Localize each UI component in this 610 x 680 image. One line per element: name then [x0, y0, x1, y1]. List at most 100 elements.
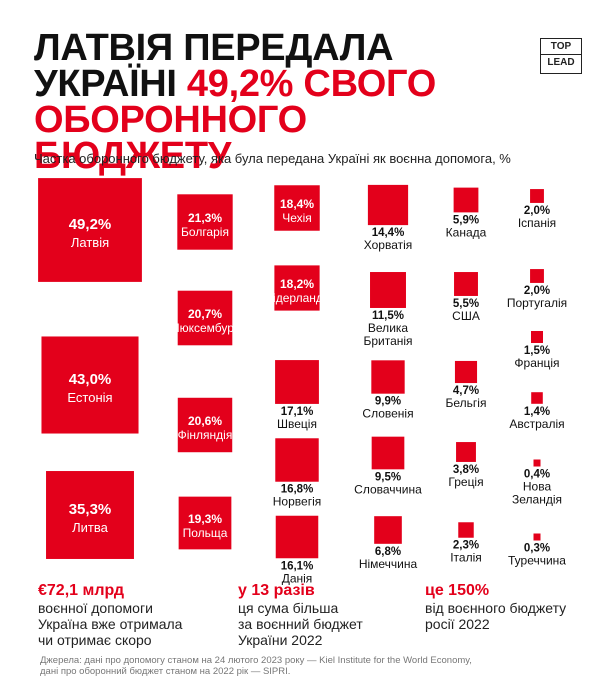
country-label: Нова: [523, 480, 552, 494]
headline-line-1: ЛАТВІЯ ПЕРЕДАЛА: [34, 27, 394, 69]
country-label: Австралія: [509, 417, 564, 431]
value-label: 21,3%: [188, 211, 222, 225]
square-Естонія: [41, 336, 139, 434]
value-label: 1,4%: [524, 406, 550, 418]
stat-aid-total-value: €72,1 млрд: [38, 582, 125, 599]
country-label: Чехія: [282, 211, 312, 225]
country-label: Хорватія: [364, 238, 413, 252]
value-label: 9,5%: [375, 471, 401, 483]
headline-highlight: 49,2% СВОГО: [186, 63, 437, 105]
stat-russia-budget-line: росії 2022: [425, 616, 490, 632]
value-label: 35,3%: [69, 501, 112, 518]
stat-russia-budget-value: це 150%: [425, 582, 490, 599]
country-label: Литва: [72, 520, 109, 535]
value-label: 2,0%: [524, 205, 550, 217]
logo-bottom-text: LEAD: [541, 54, 581, 70]
value-label: 18,2%: [280, 277, 314, 291]
square-Португалія: [530, 269, 544, 283]
square-Словенія: [371, 360, 405, 394]
headline-line-2: УКРАЇНІ 49,2% СВОГО: [34, 63, 504, 105]
value-label: 17,1%: [281, 406, 314, 418]
country-label: Португалія: [507, 296, 567, 310]
country-label: Німеччина: [359, 557, 418, 571]
country-label: Латвія: [71, 235, 109, 250]
top-lead-logo: TOP LEAD: [540, 38, 582, 74]
value-label: 5,9%: [453, 214, 479, 226]
stat-russia-budget: це 150% від воєнного бюджету росії 2022: [425, 582, 566, 632]
stat-russia-budget-line: від воєнного бюджету: [425, 600, 567, 616]
country-label: Велика: [368, 321, 408, 335]
country-label: Іспанія: [518, 216, 556, 230]
stat-multiplier-value: у 13 разів: [238, 582, 315, 599]
stat-aid-total-line: Україна вже отримала: [38, 616, 183, 632]
country-label: Данія: [282, 571, 313, 585]
country-label: Зеландія: [512, 493, 562, 507]
square-Болгарія: [177, 194, 233, 250]
value-label: 20,7%: [188, 307, 222, 321]
value-label: 20,6%: [188, 414, 222, 428]
square-Латвія: [38, 178, 142, 282]
country-label: Туреччина: [508, 554, 566, 568]
square-Туреччина: [533, 533, 541, 541]
square-Німеччина: [374, 516, 402, 544]
value-label: 5,5%: [453, 298, 479, 310]
stat-aid-total-line: воєнної допомоги: [38, 600, 153, 616]
country-label: Бельгія: [446, 396, 487, 410]
value-label: 16,1%: [281, 560, 314, 572]
country-label: США: [452, 309, 480, 323]
square-Норвегія: [275, 438, 319, 482]
stat-multiplier-line: за воєнний бюджет: [238, 616, 363, 632]
square-Бельгія: [454, 360, 478, 384]
headline-line-2-prefix: УКРАЇНІ: [34, 63, 187, 105]
country-label: Естонія: [67, 390, 112, 405]
source-note: Джерела: дані про допомогу станом на 24 …: [40, 655, 472, 677]
value-label: 19,3%: [188, 512, 222, 526]
country-label: Словаччина: [354, 482, 422, 496]
stat-multiplier: у 13 разів ця сума більша за воєнний бюд…: [238, 582, 363, 648]
value-label: 43,0%: [69, 371, 112, 388]
stat-multiplier-line: ця сума більша: [238, 600, 339, 616]
square-Велика Британія: [370, 272, 406, 308]
square-Франція: [530, 330, 544, 344]
square-Іспанія: [530, 189, 544, 203]
country-label: Польща: [183, 526, 228, 540]
chart-subtitle: Частка оборонного бюджету, яка була пере…: [34, 151, 511, 166]
square-Хорватія: [367, 184, 409, 226]
square-Данія: [275, 515, 319, 559]
country-label: Словенія: [362, 407, 413, 421]
square-США: [454, 272, 478, 296]
country-label: Люксембург: [172, 321, 239, 335]
stat-aid-total: €72,1 млрд воєнної допомоги Україна вже …: [38, 582, 182, 648]
country-label: Норвегія: [273, 495, 321, 509]
square-Люксембург: [177, 290, 233, 346]
stat-multiplier-line: України 2022: [238, 632, 323, 648]
square-Нова Зеландія: [533, 459, 541, 467]
country-label: Нідерланди: [264, 291, 329, 305]
value-label: 2,0%: [524, 285, 550, 297]
value-label: 0,4%: [524, 469, 550, 481]
square-Литва: [46, 471, 134, 559]
country-label: Канада: [446, 225, 487, 239]
logo-top-text: TOP: [550, 41, 572, 52]
value-label: 0,3%: [524, 543, 550, 555]
value-label: 14,4%: [372, 227, 405, 239]
value-label: 6,8%: [375, 546, 401, 558]
square-Чехія: [274, 185, 320, 231]
country-label: Болгарія: [181, 225, 229, 239]
square-Австралія: [531, 392, 543, 404]
country-label: Британія: [363, 334, 412, 348]
square-Словаччина: [371, 436, 405, 470]
country-label: Франція: [514, 356, 559, 370]
square-Швеція: [275, 360, 319, 404]
country-label: Фінляндія: [178, 428, 233, 442]
square-Нідерланди: [274, 265, 320, 311]
value-label: 49,2%: [69, 216, 112, 233]
value-label: 1,5%: [524, 345, 550, 357]
square-Італія: [458, 522, 474, 538]
value-label: 4,7%: [453, 385, 479, 397]
stat-aid-total-line: чи отримає скоро: [38, 632, 152, 648]
square-Фінляндія: [177, 397, 233, 453]
value-label: 18,4%: [280, 197, 314, 211]
country-label: Італія: [450, 551, 482, 565]
